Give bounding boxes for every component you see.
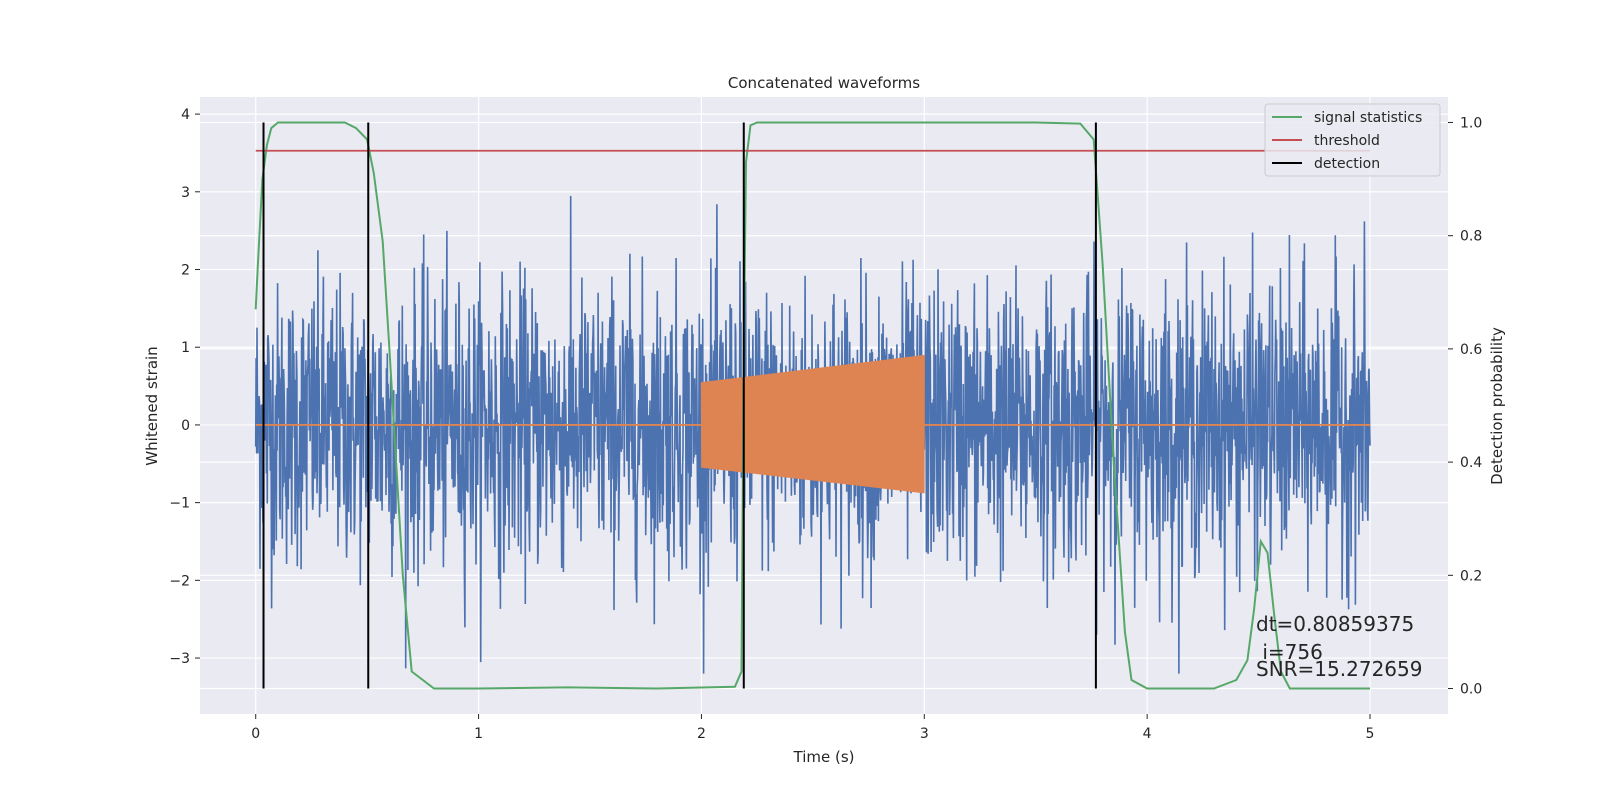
axes-layer: 0 1 2 3 4 5 −3 −2 −1 0 1 2 3 4 0.0 0.2 0.4 0.6 0.8 1.0 — [169, 107, 1482, 742]
x-tick-label: 4 — [1143, 726, 1152, 742]
data-layer — [254, 121, 1371, 690]
x-tick-label: 3 — [920, 726, 929, 742]
annotation-dt: dt=0.80859375 — [1256, 612, 1414, 636]
y-right-tick-label: 1.0 — [1460, 115, 1482, 131]
y-tick-label: 2 — [181, 263, 190, 279]
x-tick-label: 2 — [697, 726, 706, 742]
y-tick-label: 4 — [181, 107, 190, 123]
signal-statistics-line — [254, 121, 1370, 690]
y-right-tick-label: 0.8 — [1460, 229, 1482, 245]
legend: signal statistics threshold detection — [1264, 103, 1441, 177]
y-right-tick-label: 0.0 — [1460, 682, 1482, 698]
y-tick-label: 0 — [181, 418, 190, 434]
annotation-snr: SNR=15.272659 — [1256, 657, 1422, 681]
legend-label-signal-statistics: signal statistics — [1314, 110, 1422, 126]
chirp-waveform-line — [700, 354, 925, 494]
legend-label-detection: detection — [1314, 156, 1380, 172]
y-tick-label: −1 — [169, 496, 190, 512]
y-tick-label: 1 — [181, 340, 190, 356]
x-tick-label: 5 — [1366, 726, 1375, 742]
annotation-index: i=756 — [1256, 640, 1323, 664]
y-right-tick-label: 0.2 — [1460, 568, 1482, 584]
legend-label-threshold: threshold — [1314, 133, 1380, 149]
y-tick-label: −2 — [169, 573, 190, 589]
y-tick-label: 3 — [181, 185, 190, 201]
y-right-tick-label: 0.4 — [1460, 455, 1482, 471]
x-axis-label: Time (s) — [793, 748, 855, 766]
x-tick-label: 1 — [474, 726, 483, 742]
legend-box — [1264, 103, 1441, 177]
chart-title: Concatenated waveforms — [728, 74, 920, 92]
x-tick-label: 0 — [251, 726, 260, 742]
y-right-tick-label: 0.6 — [1460, 342, 1482, 358]
y-tick-label: −3 — [169, 651, 190, 667]
y-right-axis-label: Detection probability — [1488, 327, 1506, 485]
y-axis-label: Whitened strain — [143, 346, 161, 465]
